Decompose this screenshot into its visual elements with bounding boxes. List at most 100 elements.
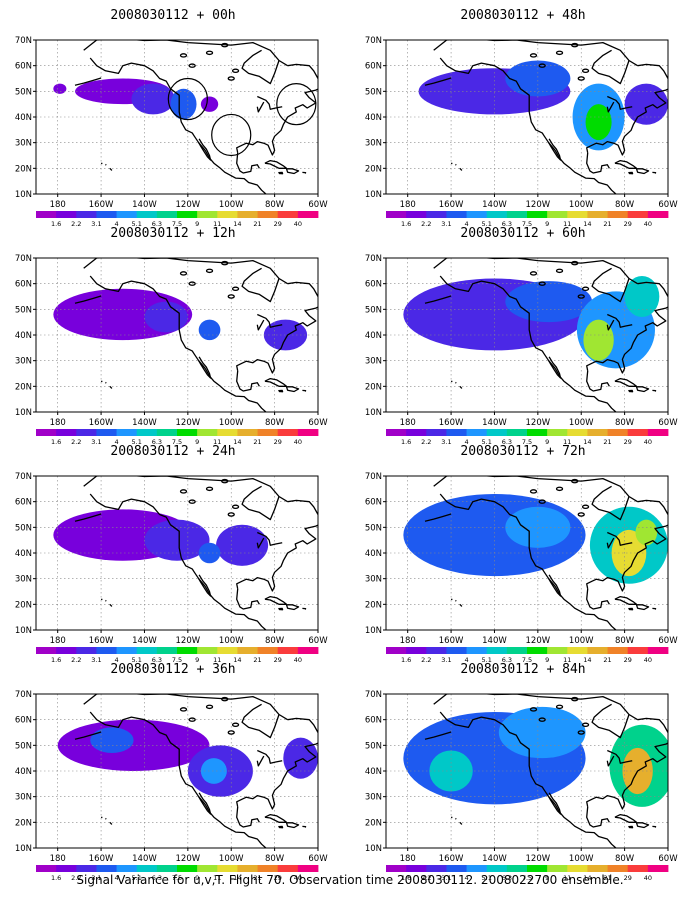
- colorbar-swatch: [217, 429, 238, 436]
- lat-label: 10N: [15, 844, 32, 854]
- colorbar-label: 3.1: [441, 438, 451, 444]
- colorbar-label: 6.3: [152, 874, 162, 880]
- colorbar-swatch: [36, 211, 57, 218]
- colorbar-swatch: [116, 429, 138, 436]
- lon-label: 160W: [89, 636, 114, 646]
- colorbar-label: 6.3: [152, 220, 162, 226]
- lon-label: 100W: [219, 200, 244, 210]
- figure-caption: Signal Variance for u,v,T. Flight 70. Ob…: [76, 873, 624, 887]
- lon-label: 80W: [615, 854, 635, 864]
- colorbar-swatch: [277, 211, 299, 218]
- colorbar-swatch: [446, 211, 467, 218]
- colorbar-label: 4: [464, 874, 468, 880]
- colorbar-swatch: [217, 211, 238, 218]
- colorbar-swatch: [627, 647, 649, 654]
- colorbar-label: 2.2: [71, 656, 81, 662]
- lon-label: 120W: [176, 854, 201, 864]
- coastlines: [74, 476, 318, 630]
- colorbar-label: 40: [294, 438, 302, 444]
- colorbar-swatch: [36, 647, 57, 654]
- map-plot: 70N 60N 50N 40N 30N 20N 10N 180 160W 140W 120W 100W…: [365, 254, 678, 444]
- colorbar-swatch: [197, 211, 218, 218]
- variance-contour: [498, 706, 586, 759]
- lat-label: 30N: [365, 575, 382, 585]
- colorbar-swatch: [177, 429, 198, 436]
- map-plot: 70N 60N 50N 40N 30N 20N 10N 180 160W 140W 120W 100W…: [15, 472, 328, 662]
- colorbar-label: 4: [114, 656, 118, 662]
- map-plot: 70N 60N 50N 40N 30N 20N 10N 180 160W 140W 120W 100W…: [365, 472, 678, 662]
- colorbar-swatch: [607, 865, 629, 872]
- colorbar-label: 40: [294, 656, 302, 662]
- lat-label: 70N: [15, 690, 32, 700]
- colorbar-label: 9: [195, 438, 199, 444]
- colorbar-swatch: [237, 865, 258, 872]
- graticule: [386, 40, 668, 194]
- lat-label: 50N: [15, 87, 32, 97]
- colorbar-label: 1.6: [51, 438, 61, 444]
- colorbar-swatch: [136, 865, 158, 872]
- colorbar-swatch: [607, 211, 629, 218]
- colorbar-label: 9: [195, 656, 199, 662]
- variance-contour: [200, 758, 227, 784]
- lon-label: 140W: [482, 200, 507, 210]
- lon-label: 60W: [658, 418, 678, 428]
- variance-contour: [635, 519, 658, 546]
- colorbar-label: 11: [213, 874, 221, 880]
- colorbar-swatch: [56, 429, 77, 436]
- colorbar-label: 29: [624, 656, 632, 662]
- colorbar-label: 1.6: [401, 656, 411, 662]
- lon-label: 180: [50, 636, 66, 646]
- lat-label: 50N: [365, 305, 382, 315]
- coastlines: [424, 40, 668, 194]
- colorbar: 1.6 2.2 3.1 4 5.1 6.3 7.5 9 11 14 21 29 40: [386, 429, 669, 444]
- colorbar: 1.6 2.2 3.1 4 5.1 6.3 7.5 9 11 14 21 29 40: [386, 865, 669, 880]
- lon-label: 180: [50, 418, 66, 428]
- lon-label: 120W: [526, 854, 551, 864]
- colorbar-label: 3.1: [441, 874, 451, 880]
- lat-label: 40N: [365, 767, 382, 777]
- colorbar-swatch: [627, 211, 649, 218]
- colorbar-swatch: [647, 429, 669, 436]
- variance-contour: [90, 727, 134, 754]
- colorbar-swatch: [217, 865, 238, 872]
- lat-label: 60N: [15, 280, 32, 290]
- colorbar-label: 21: [253, 874, 261, 880]
- lon-label: 120W: [176, 200, 201, 210]
- colorbar-label: 21: [603, 656, 611, 662]
- colorbar-swatch: [76, 429, 97, 436]
- colorbar-swatch: [567, 211, 588, 218]
- panel-title: 2008030112 + 84h: [460, 662, 586, 677]
- lat-label: 10N: [15, 190, 32, 200]
- colorbar-label: 3.1: [441, 220, 451, 226]
- colorbar-label: 5.1: [132, 220, 142, 226]
- colorbar-swatch: [76, 865, 97, 872]
- colorbar-swatch: [156, 429, 178, 436]
- colorbar-swatch: [297, 647, 319, 654]
- colorbar-swatch: [277, 647, 299, 654]
- colorbar-swatch: [297, 429, 319, 436]
- colorbar-label: 7.5: [172, 656, 182, 662]
- coastlines: [74, 258, 318, 412]
- colorbar-swatch: [76, 647, 97, 654]
- colorbar-label: 9: [195, 220, 199, 226]
- colorbar-label: 3.1: [91, 220, 101, 226]
- lon-label: 60W: [658, 636, 678, 646]
- colorbar-label: 14: [233, 220, 241, 226]
- lat-label: 10N: [365, 626, 382, 636]
- map-panel: 2008030112 + 12h 70N 60N 50N 40N 30N 20N 10N 180…: [8, 226, 338, 444]
- colorbar-swatch: [56, 647, 77, 654]
- lat-label: 70N: [15, 36, 32, 46]
- colorbar-swatch: [547, 429, 568, 436]
- colorbar-swatch: [426, 865, 447, 872]
- graticule: [386, 476, 668, 630]
- lon-label: 180: [400, 200, 416, 210]
- lat-label: 40N: [15, 113, 32, 123]
- colorbar-swatch: [506, 647, 528, 654]
- lon-label: 80W: [615, 200, 635, 210]
- variance-contour: [144, 519, 210, 561]
- colorbar-label: 5.1: [482, 220, 492, 226]
- colorbar-swatch: [607, 647, 629, 654]
- lat-label: 30N: [15, 357, 32, 367]
- lat-label: 10N: [365, 408, 382, 418]
- lon-label: 160W: [89, 854, 114, 864]
